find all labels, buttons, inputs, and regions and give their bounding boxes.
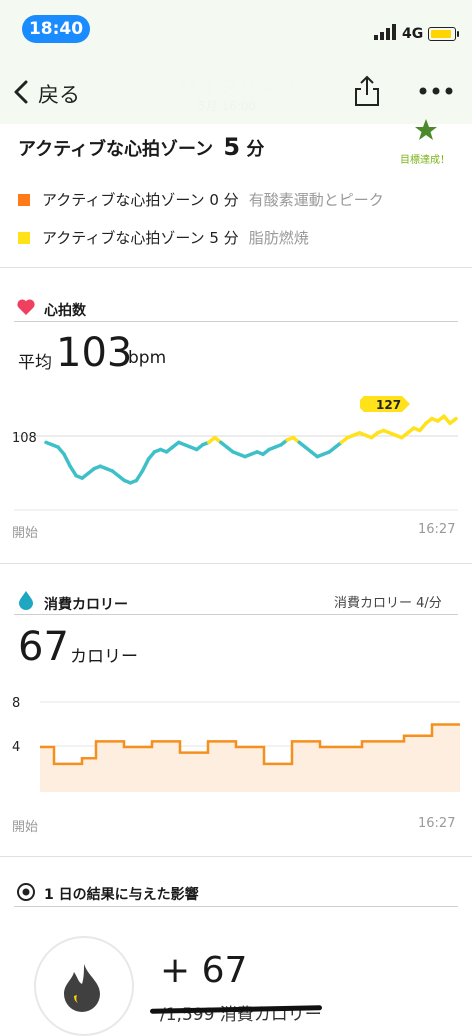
y-tick-label: 8 <box>12 696 20 711</box>
section-divider <box>14 906 458 907</box>
hr-end-label: 16:27 <box>418 522 456 537</box>
hr-start-label: 開始 <box>12 526 39 541</box>
calorie-line <box>40 723 460 766</box>
zone-row-desc: 有酸素運動とピーク <box>248 191 384 209</box>
nav-title: サイクリング <box>178 74 298 98</box>
battery-cap <box>457 31 459 37</box>
heart-rate-section-title: 心拍数 <box>44 303 86 319</box>
impact-value: + 67 <box>160 950 248 991</box>
cal-start-label: 開始 <box>12 820 39 835</box>
active-zone-minutes: 5 <box>223 133 241 161</box>
peak-tag: 127 <box>360 396 410 412</box>
zone-row-desc: 脂肪燃焼 <box>248 229 309 247</box>
target-icon <box>17 883 35 901</box>
more-icon[interactable] <box>418 84 454 98</box>
goal-achieved-label: 目標達成！ <box>400 155 450 166</box>
divider <box>0 267 472 268</box>
star-icon <box>415 119 437 140</box>
heart-rate-segment <box>68 464 78 478</box>
share-icon[interactable] <box>353 75 381 107</box>
active-zone-unit: 分 <box>246 139 265 160</box>
calorie-area <box>40 724 460 792</box>
battery-icon <box>428 27 456 41</box>
avg-heart-rate: 103 <box>56 330 133 376</box>
zone-row-label: アクティブな心拍ゾーン 5 分 <box>42 229 239 247</box>
flame-icon <box>64 964 100 1012</box>
heart-rate-chart: 127 108 <box>12 396 458 511</box>
peak-tag-shape <box>360 396 410 412</box>
calorie-rate: 消費カロリー 4/分 <box>334 596 442 611</box>
calorie-series <box>40 723 460 792</box>
avg-label: 平均 <box>18 353 52 373</box>
zone-row-label: アクティブな心拍ゾーン 0 分 <box>42 191 239 209</box>
heart-rate-segment <box>140 457 151 473</box>
calories-section-title: 消費カロリー <box>44 597 128 613</box>
heart-rate-segment <box>448 416 458 426</box>
heart-rate-series <box>44 414 458 485</box>
nav-subtitle: 5月 16:00 <box>198 99 257 113</box>
heart-rate-segment <box>62 452 72 468</box>
zone-row-cardio: アクティブな心拍ゾーン 0 分有酸素運動とピーク <box>18 189 384 210</box>
peak-label: 127 <box>376 398 401 412</box>
signal-icon <box>374 24 396 40</box>
divider <box>0 563 472 564</box>
calorie-drop-icon <box>19 591 33 610</box>
calorie-unit: カロリー <box>70 647 138 667</box>
battery-level <box>431 30 451 38</box>
nav-bar <box>0 60 472 124</box>
back-button[interactable]: 戻る <box>38 83 80 107</box>
y-tick-label: 4 <box>12 740 20 755</box>
orange-square-icon <box>18 193 30 206</box>
status-time: 18:40 <box>22 15 90 43</box>
active-zone-label: アクティブな心拍ゾーン <box>18 139 214 160</box>
section-divider <box>14 614 458 615</box>
heart-icon <box>17 299 35 315</box>
zone-row-fatburn: アクティブな心拍ゾーン 5 分脂肪燃焼 <box>18 227 309 248</box>
active-zone-title: アクティブな心拍ゾーン 5 分 <box>18 133 264 161</box>
cal-end-label: 16:27 <box>418 816 456 831</box>
divider <box>0 856 472 857</box>
heart-rate-segment <box>134 469 145 483</box>
chevron-left-icon[interactable] <box>12 79 32 105</box>
impact-section-title: 1 日の結果に与えた影響 <box>44 887 199 903</box>
network-type: 4G <box>402 26 424 42</box>
calories-chart: 8 4 <box>12 696 460 792</box>
section-divider <box>14 321 458 322</box>
heart-rate-unit: bpm <box>128 348 167 368</box>
ref-label: 108 <box>12 431 37 446</box>
calorie-value: 67 <box>18 624 69 670</box>
yellow-square-icon <box>18 231 30 244</box>
